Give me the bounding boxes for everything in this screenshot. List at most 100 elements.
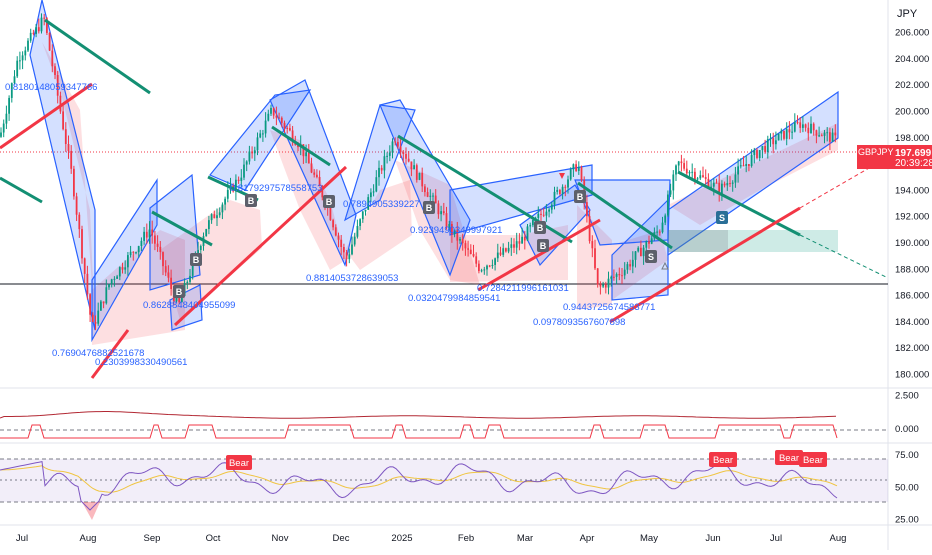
- candle-body: [205, 229, 208, 237]
- candle-body: [556, 189, 559, 192]
- pink-zone: [92, 230, 185, 345]
- candle-body: [456, 229, 459, 241]
- candle-body: [105, 287, 108, 304]
- candle-body: [100, 301, 102, 311]
- candle-body: [118, 267, 121, 277]
- candle-body: [664, 215, 667, 223]
- candle-body: [737, 166, 739, 175]
- candle-body: [402, 152, 405, 155]
- candle-body: [329, 207, 332, 221]
- candle-body: [256, 137, 259, 151]
- candle-body: [340, 239, 343, 248]
- candle-body: [656, 231, 658, 233]
- candle-body: [607, 278, 610, 288]
- candle-body: [815, 130, 818, 136]
- candle-body: [110, 279, 113, 285]
- candle-body: [545, 211, 548, 216]
- candle-body: [448, 224, 451, 227]
- candle-body: [388, 152, 391, 156]
- candle-body: [148, 229, 151, 238]
- pink-zone: [668, 123, 838, 225]
- svg-text:Bear: Bear: [229, 458, 249, 469]
- candle-body: [313, 172, 316, 175]
- buy-signal-badge: B: [190, 253, 202, 266]
- candle-body: [356, 225, 359, 237]
- buy-signal-badge: B: [423, 201, 435, 214]
- candle-body: [351, 244, 353, 255]
- svg-text:Bear: Bear: [779, 453, 799, 464]
- candle-body: [89, 294, 91, 315]
- rsi-tick-label: 50.00: [895, 482, 919, 493]
- candle-body: [164, 266, 167, 273]
- candle-body: [696, 178, 699, 180]
- candle-body: [343, 247, 345, 253]
- demand-zone: [668, 230, 838, 252]
- time-tick-label: May: [640, 533, 658, 544]
- candle-body: [758, 150, 761, 158]
- candle-body: [186, 281, 189, 284]
- candle-body: [407, 158, 410, 162]
- candle-body: [734, 174, 737, 183]
- candle-body: [278, 117, 280, 119]
- candle-body: [602, 284, 604, 287]
- candle-body: [397, 141, 399, 147]
- candle-body: [216, 215, 218, 219]
- candle-body: [745, 164, 748, 167]
- candle-body: [81, 229, 83, 259]
- candle-body: [56, 75, 59, 96]
- candle-body: [332, 220, 334, 228]
- candle-body: [491, 264, 494, 266]
- candle-body: [75, 196, 78, 215]
- time-tick-label: Sep: [144, 533, 161, 544]
- candle-body: [24, 50, 27, 56]
- candle-body: [791, 131, 793, 133]
- candle-body: [569, 169, 572, 180]
- candle-body: [483, 269, 486, 271]
- candle-body: [91, 314, 94, 323]
- candle-body: [796, 122, 799, 124]
- candle-body: [78, 214, 81, 230]
- candle-body: [499, 252, 502, 255]
- candle-body: [318, 176, 321, 187]
- candle-body: [496, 252, 499, 259]
- rsi-pane: [0, 458, 888, 520]
- time-tick-label: Jul: [16, 533, 28, 544]
- candle-body: [264, 120, 267, 134]
- candle-body: [599, 284, 602, 287]
- indicator-tick-label: 2.500: [895, 390, 919, 401]
- candle-body: [764, 146, 766, 152]
- candle-body: [731, 182, 734, 184]
- candle-body: [540, 213, 542, 215]
- candle-body: [710, 186, 712, 188]
- svg-text:B: B: [176, 287, 183, 297]
- fib-label: 0.7690476882521678: [52, 348, 144, 359]
- candle-body: [140, 240, 143, 247]
- candle-body: [13, 76, 16, 84]
- candle-body: [197, 250, 199, 254]
- candle-body: [353, 236, 356, 245]
- price-tick-label: 190.000: [895, 238, 929, 249]
- candle-body: [507, 247, 510, 252]
- time-tick-label: Oct: [206, 533, 221, 544]
- candle-body: [561, 186, 564, 194]
- candle-body: [685, 168, 688, 174]
- candle-body: [610, 276, 613, 279]
- price-tick-label: 198.000: [895, 133, 929, 144]
- bullish-trendline: [90, 329, 130, 379]
- candle-body: [270, 107, 272, 114]
- candle-body: [307, 152, 310, 164]
- svg-text:Bear: Bear: [713, 455, 733, 466]
- time-tick-label: Apr: [580, 533, 595, 544]
- candle-body: [793, 122, 796, 132]
- price-tag-value: 197.699: [895, 148, 932, 159]
- rsi-ma-line: [0, 465, 838, 493]
- candle-body: [469, 249, 472, 255]
- candle-body: [43, 17, 46, 19]
- time-tick-label: Jul: [770, 533, 782, 544]
- pink-zone: [270, 130, 346, 270]
- candle-body: [645, 241, 648, 248]
- candle-body: [548, 209, 550, 212]
- candle-body: [286, 128, 289, 130]
